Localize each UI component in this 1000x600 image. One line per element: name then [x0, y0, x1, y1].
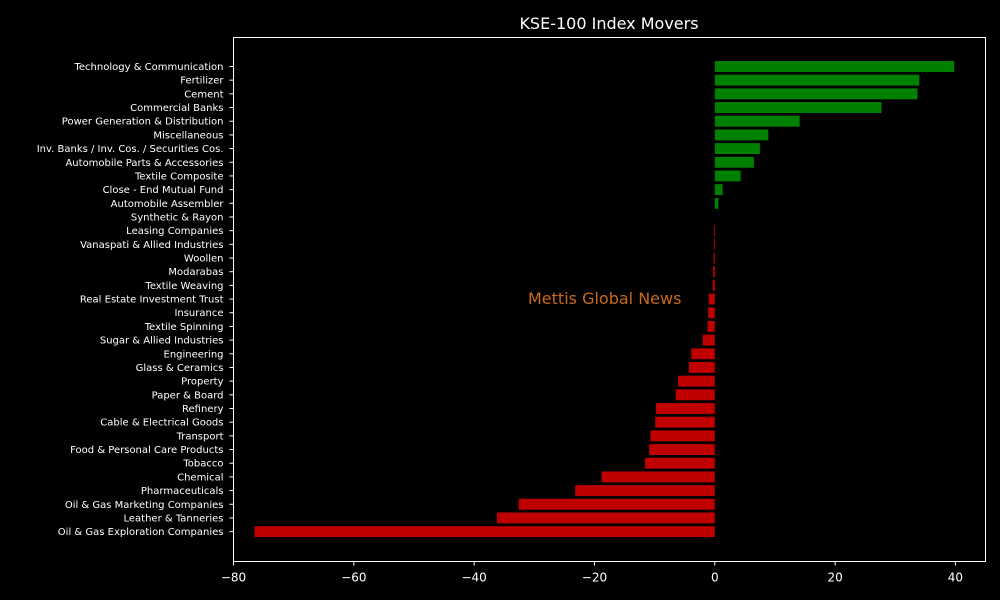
category-label: Automobile Parts & Accessories	[65, 158, 223, 169]
bar	[713, 252, 715, 264]
category-label: Textile Weaving	[144, 281, 223, 292]
bar	[714, 225, 715, 237]
bar	[644, 457, 715, 469]
bar	[675, 389, 715, 401]
bar	[714, 61, 955, 72]
bar	[688, 362, 715, 373]
bar	[497, 512, 715, 524]
bar	[714, 197, 719, 209]
category-label: Miscellaneous	[153, 130, 223, 141]
x-tick-label: 40	[948, 571, 963, 585]
category-label: Insurance	[174, 308, 223, 319]
watermark-text: Mettis Global News	[528, 289, 681, 308]
category-label: Pharmaceuticals	[141, 486, 224, 497]
category-label: Paper & Board	[152, 390, 224, 401]
bar	[714, 184, 723, 196]
bar	[714, 170, 741, 182]
bar	[702, 334, 715, 346]
bar	[254, 526, 715, 538]
category-label: Oil & Gas Exploration Companies	[58, 527, 224, 538]
bar	[691, 348, 715, 360]
x-tick-label: −20	[582, 571, 607, 585]
category-label: Commercial Banks	[130, 103, 223, 114]
category-label: Modarabas	[168, 267, 223, 278]
bar	[708, 307, 715, 319]
category-label: Technology & Communication	[74, 62, 224, 73]
x-tick-label: 20	[827, 571, 842, 585]
category-label: Textile Composite	[134, 171, 223, 182]
category-label: Close - End Mutual Fund	[103, 185, 224, 196]
bar	[713, 238, 715, 250]
category-label: Inv. Banks / Inv. Cos. / Securities Cos.	[37, 144, 224, 155]
bar	[708, 293, 715, 305]
x-tick-label: −40	[461, 571, 486, 585]
category-label: Chemical	[177, 472, 223, 483]
category-label: Cable & Electrical Goods	[100, 418, 223, 429]
category-label: Engineering	[164, 349, 224, 360]
bar	[714, 129, 769, 141]
bar	[649, 444, 715, 455]
bar	[518, 498, 715, 510]
category-labels-layer: Technology & Communication Fertilizer Ceme…	[37, 62, 234, 538]
category-label: Textile Spinning	[144, 322, 224, 333]
category-label: Leather & Tanneries	[123, 513, 223, 524]
bar	[650, 430, 715, 442]
chart-title: KSE-100 Index Movers	[519, 14, 698, 33]
bar	[714, 102, 882, 113]
bar	[712, 266, 715, 278]
category-label: Fertilizer	[180, 76, 224, 87]
x-tick-label: −60	[341, 571, 366, 585]
category-label: Food & Personal Care Products	[70, 445, 223, 456]
category-label: Vanaspati & Allied Industries	[80, 240, 223, 251]
category-label: Glass & Ceramics	[136, 363, 224, 374]
bar	[714, 156, 754, 168]
bar	[707, 320, 715, 332]
bar	[714, 143, 760, 155]
bar	[712, 279, 715, 291]
bar	[575, 485, 715, 497]
category-label: Real Estate Investment Trust	[80, 295, 224, 306]
x-tick-label: −80	[221, 571, 246, 585]
bar	[601, 471, 715, 483]
category-label: Sugar & Allied Industries	[100, 336, 224, 347]
category-label: Power Generation & Distribution	[62, 117, 224, 128]
bar	[655, 416, 715, 428]
bars-layer	[254, 61, 955, 538]
bar	[714, 115, 800, 127]
category-label: Property	[181, 377, 223, 388]
category-label: Synthetic & Rayon	[131, 212, 224, 223]
category-label: Cement	[184, 89, 223, 100]
category-label: Automobile Assembler	[111, 199, 225, 210]
bar	[714, 88, 918, 100]
category-label: Transport	[176, 431, 224, 442]
category-label: Leasing Companies	[126, 226, 223, 237]
category-label: Refinery	[182, 404, 224, 415]
x-ticks-layer: −80 −60 −40 −20 0 20 40	[221, 561, 963, 585]
x-tick-label: 0	[711, 571, 719, 585]
bar	[678, 375, 715, 387]
bar	[655, 403, 715, 414]
plot-frame	[233, 37, 986, 562]
category-label: Woollen	[184, 254, 224, 265]
category-label: Tobacco	[182, 459, 223, 470]
bar	[714, 74, 920, 86]
category-label: Oil & Gas Marketing Companies	[65, 500, 224, 511]
